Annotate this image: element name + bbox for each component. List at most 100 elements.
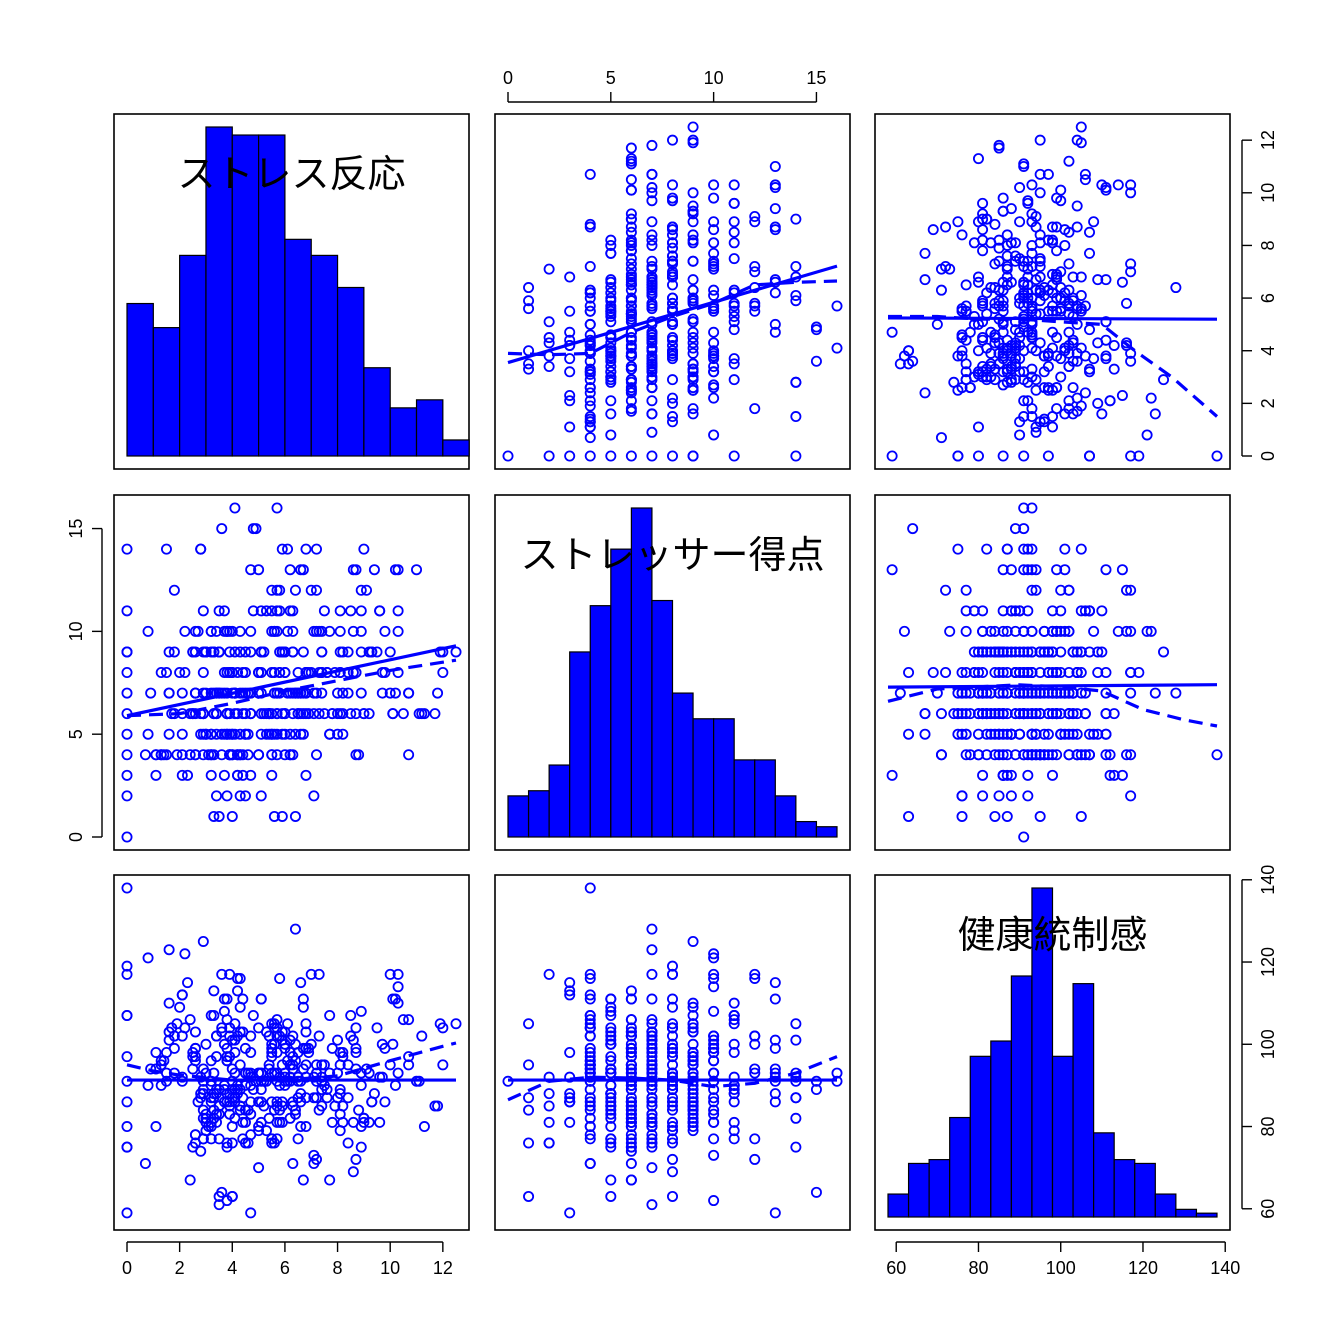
- histogram-bar: [179, 254, 207, 457]
- scatter-point: [1055, 728, 1067, 740]
- scatter-point: [769, 182, 781, 194]
- scatter-point: [224, 625, 236, 637]
- scatter-point: [749, 1063, 761, 1075]
- scatter-point: [687, 371, 699, 383]
- scatter-point: [1075, 605, 1087, 617]
- scatter-point: [1125, 355, 1137, 367]
- scatter-point: [1063, 339, 1075, 351]
- scatter-point: [189, 687, 201, 699]
- scatter-point: [749, 972, 761, 984]
- scatter-point: [255, 646, 267, 658]
- scatter-point: [1051, 274, 1063, 286]
- scatter-point: [687, 187, 699, 199]
- scatter-point: [997, 625, 1009, 637]
- scatter-point: [205, 1121, 217, 1133]
- scatter-point: [667, 179, 679, 191]
- scatter-point: [646, 1199, 658, 1211]
- scatter-point: [160, 1047, 172, 1059]
- scatter-point: [1042, 450, 1054, 462]
- scatter-point: [1100, 728, 1112, 740]
- scatter-point: [1034, 168, 1046, 180]
- scatter-point: [1026, 625, 1038, 637]
- scatter-point: [625, 1022, 637, 1034]
- scatter-point: [997, 284, 1009, 296]
- scatter-point: [297, 708, 309, 720]
- scatter-point: [687, 1051, 699, 1063]
- scatter-point: [646, 1162, 658, 1174]
- scatter-point: [948, 708, 960, 720]
- scatter-point: [810, 321, 822, 333]
- scatter-point: [121, 1141, 133, 1153]
- tick-label: 15: [66, 519, 86, 539]
- scatter-point: [218, 625, 230, 637]
- scatter-point: [384, 646, 396, 658]
- scatter-point: [993, 667, 1005, 679]
- scatter-point: [584, 1009, 596, 1021]
- scatter-point: [163, 944, 175, 956]
- scatter-point: [429, 708, 441, 720]
- scatter-point: [605, 1088, 617, 1100]
- scatter-point: [584, 305, 596, 317]
- scatter-point: [413, 708, 425, 720]
- scatter-point: [276, 1026, 288, 1038]
- scatter-point: [1009, 250, 1021, 262]
- scatter-point: [208, 1067, 220, 1079]
- scatter-point: [625, 1121, 637, 1133]
- scatter-point: [667, 345, 679, 357]
- scatter-point: [543, 337, 555, 349]
- scatter-point: [358, 708, 370, 720]
- scatter-point: [625, 1133, 637, 1145]
- scatter-point: [266, 708, 278, 720]
- scatter-point: [1141, 625, 1153, 637]
- scatter-point: [769, 160, 781, 172]
- scatter-point: [197, 749, 209, 761]
- scatter-point: [646, 1018, 658, 1030]
- scatter-point: [564, 977, 576, 989]
- scatter-point: [355, 646, 367, 658]
- scatter-point: [313, 968, 325, 980]
- scatter-point: [176, 1071, 188, 1083]
- scatter-point: [769, 1096, 781, 1108]
- scatter-point: [239, 708, 251, 720]
- scatter-point: [208, 985, 220, 997]
- scatter-point: [276, 646, 288, 658]
- scatter-point: [989, 303, 1001, 315]
- scatter-point: [334, 1084, 346, 1096]
- scatter-point: [769, 318, 781, 330]
- scatter-point: [216, 749, 228, 761]
- scatter-point: [247, 605, 259, 617]
- scatter-point: [749, 266, 761, 278]
- scatter-point: [308, 1149, 320, 1161]
- scatter-point: [646, 216, 658, 228]
- scatter-point: [605, 1133, 617, 1145]
- scatter-point: [605, 1067, 617, 1079]
- scatter-point: [1018, 450, 1030, 462]
- scatter-point: [667, 1018, 679, 1030]
- scatter-point: [1071, 134, 1083, 146]
- scatter-point: [1030, 584, 1042, 596]
- scatter-point: [1034, 687, 1046, 699]
- scatter-point: [790, 213, 802, 225]
- scatter-point: [687, 1108, 699, 1120]
- scatter-point: [1034, 295, 1046, 307]
- scatter-point: [305, 584, 317, 596]
- scatter-point: [392, 997, 404, 1009]
- scatter-point: [564, 389, 576, 401]
- scatter-point: [977, 769, 989, 781]
- scatter-point: [927, 224, 939, 236]
- scatter-point: [232, 1030, 244, 1042]
- scatter-point: [977, 667, 989, 679]
- scatter-point: [1079, 387, 1091, 399]
- scatter-point: [274, 605, 286, 617]
- scatter-point: [625, 174, 637, 186]
- scatter-point: [205, 1133, 217, 1145]
- scatter-point: [625, 1112, 637, 1124]
- scatter-point: [155, 1055, 167, 1067]
- scatter-point: [1055, 292, 1067, 304]
- scatter-point: [708, 192, 720, 204]
- histogram-bar: [569, 651, 591, 838]
- scatter-point: [646, 337, 658, 349]
- scatter-point: [197, 667, 209, 679]
- scatter-point: [1071, 749, 1083, 761]
- scatter-point: [584, 1047, 596, 1059]
